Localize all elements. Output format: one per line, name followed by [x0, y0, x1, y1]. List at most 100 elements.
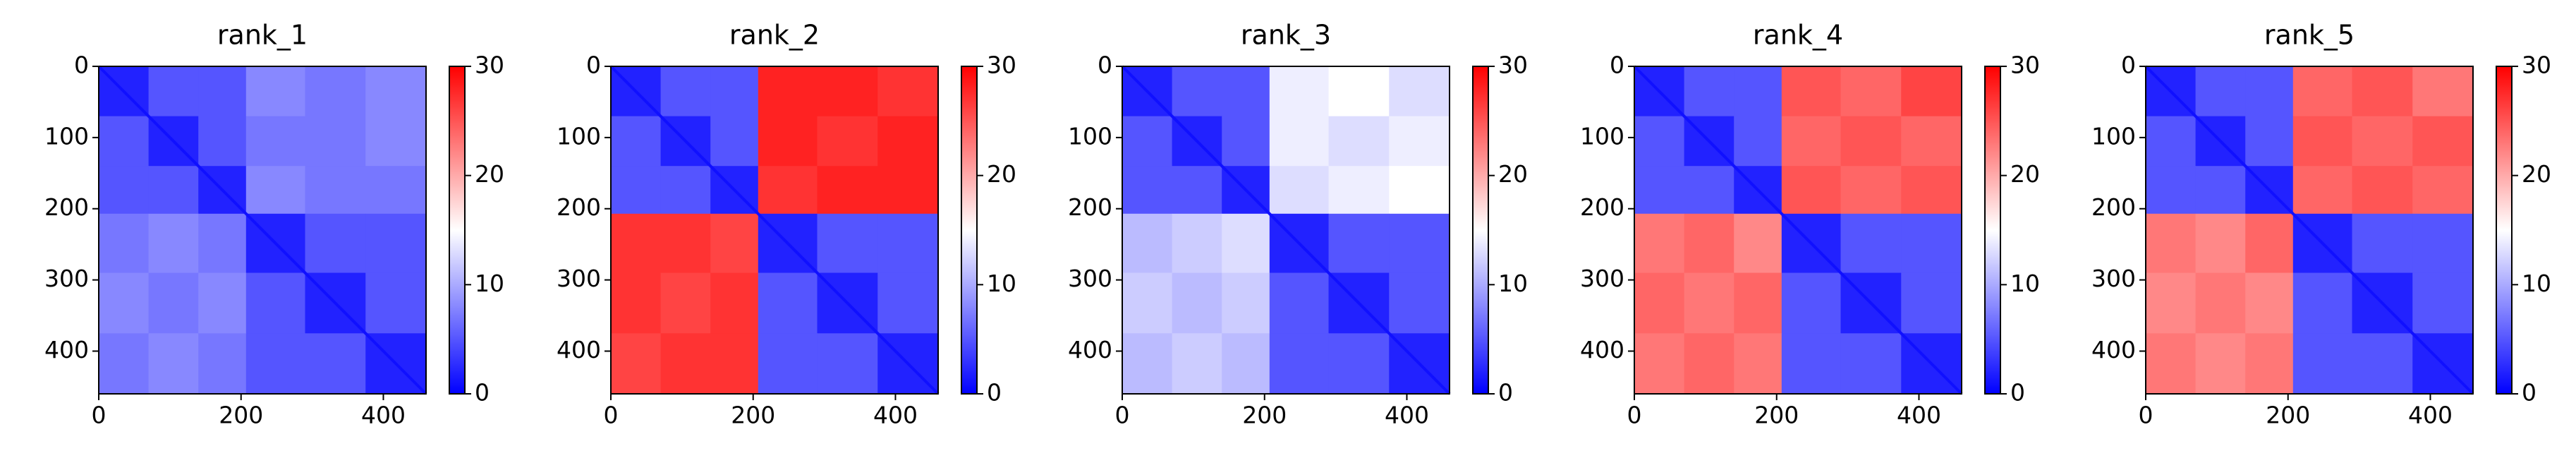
heat-cell: [1901, 272, 1962, 334]
heat-cell: [1222, 333, 1270, 395]
y-tick-label: 300: [44, 265, 89, 292]
heat-cell: [2412, 213, 2474, 274]
plot-frame: [2145, 66, 2474, 395]
heat-cell: [1840, 213, 1902, 274]
heat-cell: [1634, 272, 1685, 334]
heat-cell: [2412, 116, 2474, 167]
colorbar-tick-label: 10: [475, 270, 504, 297]
heat-cell: [2292, 66, 2353, 117]
colorbar-tick-label: 10: [1498, 270, 1528, 297]
x-tick-label: 200: [731, 402, 775, 429]
heat-cell: [99, 116, 150, 167]
heat-cell: [710, 333, 759, 395]
x-tick-label: 400: [873, 402, 918, 429]
x-tick-label: 0: [1627, 402, 1642, 429]
colorbar-tick-label: 10: [987, 270, 1016, 297]
heat-cell: [1122, 272, 1173, 334]
heat-cell: [817, 116, 878, 167]
colorbar-tick-label: 30: [2522, 52, 2551, 79]
x-tick-label: 200: [219, 402, 263, 429]
heat-cell: [148, 333, 199, 395]
x-tick-label: 0: [92, 402, 107, 429]
heat-cell: [2412, 166, 2474, 215]
x-tick-label: 0: [2139, 402, 2153, 429]
y-tick-label: 400: [1580, 336, 1624, 363]
heat-cell: [2292, 116, 2353, 167]
colorbar-tick-label: 20: [1498, 160, 1528, 188]
heat-cell: [1328, 166, 1390, 215]
heat-cell: [2195, 213, 2246, 274]
heat-cell: [2292, 166, 2353, 215]
x-tick-label: 0: [604, 402, 619, 429]
heat-cell: [1222, 213, 1270, 274]
heat-cell: [1634, 333, 1685, 395]
heat-cell: [1172, 272, 1222, 334]
heat-cell: [1222, 272, 1270, 334]
y-tick-label: 400: [44, 336, 89, 363]
colorbar-tick-label: 20: [2010, 160, 2040, 188]
heat-cell: [660, 166, 711, 215]
heat-cell: [1634, 116, 1685, 167]
heat-cell: [1781, 272, 1842, 334]
colorbar-tick-label: 30: [1498, 52, 1528, 79]
heat-cell: [2352, 213, 2413, 274]
heat-cell: [1269, 272, 1330, 334]
heat-cell: [1781, 66, 1842, 117]
heat-cell: [245, 66, 306, 117]
heat-cell: [2195, 272, 2246, 334]
heat-cell: [1172, 213, 1222, 274]
heat-cell: [99, 166, 150, 215]
heat-cell: [2352, 333, 2413, 395]
y-tick-label: 100: [44, 122, 89, 150]
heat-cell: [1734, 66, 1782, 117]
x-tick-label: 200: [1754, 402, 1799, 429]
heat-cell: [611, 272, 662, 334]
heat-cell: [2245, 272, 2294, 334]
heat-cell: [1734, 213, 1782, 274]
heat-cell: [1781, 333, 1842, 395]
heat-cell: [1389, 272, 1450, 334]
y-tick-label: 200: [1580, 193, 1624, 221]
heat-cell: [365, 66, 427, 117]
heat-cell: [877, 272, 939, 334]
y-tick-label: 300: [1068, 265, 1112, 292]
heat-cell: [1269, 166, 1330, 215]
heat-cell: [1734, 116, 1782, 167]
heat-cell: [1734, 333, 1782, 395]
y-tick-label: 100: [1580, 122, 1624, 150]
heat-cell: [1122, 116, 1173, 167]
heat-cell: [1122, 213, 1173, 274]
heat-cell: [877, 116, 939, 167]
panel-title: rank_4: [1753, 20, 1843, 51]
diagonal: [609, 65, 940, 395]
y-tick-label: 100: [557, 122, 601, 150]
heat-cell: [2195, 333, 2246, 395]
heat-cell: [2146, 213, 2197, 274]
heat-cell: [758, 166, 818, 215]
panel-title: rank_3: [1241, 20, 1331, 51]
diagonal: [1633, 65, 1963, 395]
heat-cell: [1389, 166, 1450, 215]
panel-title: rank_2: [729, 20, 820, 51]
heat-cell: [2292, 333, 2353, 395]
plot-frame: [1122, 66, 1450, 395]
heat-cell: [1269, 66, 1330, 117]
y-tick-label: 300: [2091, 265, 2136, 292]
heat-cell: [198, 333, 247, 395]
heat-cell: [245, 116, 306, 167]
heat-cell: [1684, 333, 1734, 395]
colorbar: [2496, 66, 2513, 395]
y-tick-label: 100: [2091, 122, 2136, 150]
heat-cell: [1122, 166, 1173, 215]
heat-cell: [305, 166, 366, 215]
heat-cell: [817, 166, 878, 215]
y-tick-label: 400: [1068, 336, 1112, 363]
colorbar-tick-label: 10: [2522, 270, 2551, 297]
heat-cell: [1634, 213, 1685, 274]
heat-cell: [2146, 166, 2197, 215]
heat-cell: [148, 213, 199, 274]
y-tick-label: 0: [74, 52, 89, 79]
heat-cell: [1328, 213, 1390, 274]
heat-cell: [2195, 66, 2246, 117]
